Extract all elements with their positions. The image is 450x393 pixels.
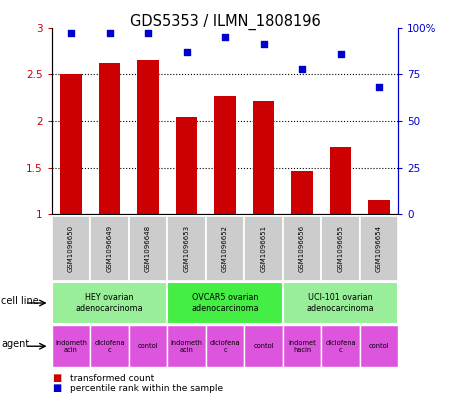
- Text: transformed count: transformed count: [70, 374, 154, 382]
- Text: GSM1096651: GSM1096651: [261, 225, 266, 272]
- Point: [298, 65, 306, 72]
- Text: diclofena
c: diclofena c: [94, 340, 125, 353]
- Point: [144, 30, 152, 36]
- Bar: [60, 74, 81, 214]
- Text: ■: ■: [52, 383, 61, 393]
- Text: diclofena
c: diclofena c: [210, 340, 240, 353]
- Text: OVCAR5 ovarian
adenocarcinoma: OVCAR5 ovarian adenocarcinoma: [191, 293, 259, 313]
- Point: [68, 30, 75, 36]
- Point: [106, 30, 113, 36]
- Text: GSM1096655: GSM1096655: [338, 225, 343, 272]
- Text: GSM1096653: GSM1096653: [184, 225, 189, 272]
- Point: [221, 34, 229, 40]
- Bar: [214, 95, 236, 214]
- Text: ■: ■: [52, 373, 61, 383]
- Text: diclofena
c: diclofena c: [325, 340, 356, 353]
- Text: GSM1096656: GSM1096656: [299, 225, 305, 272]
- Point: [337, 50, 344, 57]
- Bar: [176, 117, 197, 214]
- Bar: [369, 200, 390, 214]
- Bar: [137, 60, 158, 214]
- Text: agent: agent: [1, 339, 29, 349]
- Text: contol: contol: [138, 343, 158, 349]
- Text: cell line: cell line: [1, 296, 39, 306]
- Text: GDS5353 / ILMN_1808196: GDS5353 / ILMN_1808196: [130, 14, 320, 30]
- Point: [260, 41, 267, 48]
- Bar: [253, 101, 274, 214]
- Text: percentile rank within the sample: percentile rank within the sample: [70, 384, 223, 393]
- Text: indometh
acin: indometh acin: [55, 340, 87, 353]
- Bar: [292, 171, 313, 214]
- Text: GSM1096650: GSM1096650: [68, 225, 74, 272]
- Text: UCI-101 ovarian
adenocarcinoma: UCI-101 ovarian adenocarcinoma: [307, 293, 374, 313]
- Text: indomet
hacin: indomet hacin: [288, 340, 316, 353]
- Text: contol: contol: [253, 343, 274, 349]
- Text: HEY ovarian
adenocarcinoma: HEY ovarian adenocarcinoma: [76, 293, 143, 313]
- Text: GSM1096652: GSM1096652: [222, 225, 228, 272]
- Text: GSM1096649: GSM1096649: [107, 225, 112, 272]
- Point: [375, 84, 382, 90]
- Bar: [330, 147, 351, 214]
- Point: [183, 49, 190, 55]
- Text: indometh
acin: indometh acin: [171, 340, 202, 353]
- Text: GSM1096648: GSM1096648: [145, 225, 151, 272]
- Text: contol: contol: [369, 343, 389, 349]
- Text: GSM1096654: GSM1096654: [376, 225, 382, 272]
- Bar: [99, 63, 120, 214]
